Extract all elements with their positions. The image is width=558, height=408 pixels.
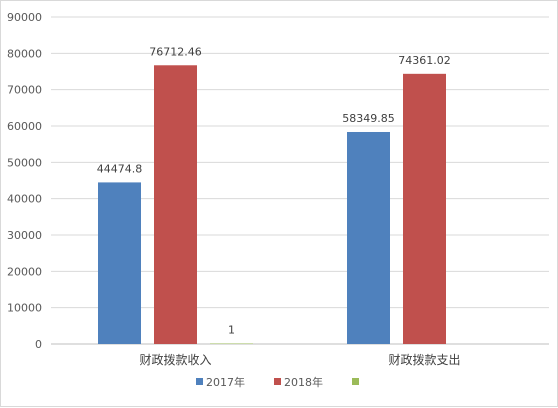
legend-swatch (196, 378, 203, 385)
legend-swatch (352, 378, 359, 385)
y-tick-label: 30000 (7, 229, 42, 242)
y-tick-label: 10000 (7, 302, 42, 315)
y-tick-label: 80000 (7, 47, 42, 60)
x-category-label: 财政拨款支出 (388, 353, 460, 367)
bar (403, 73, 446, 344)
y-tick-label: 70000 (7, 84, 42, 97)
legend-label: 2018年 (284, 375, 323, 389)
data-label: 58349.85 (342, 112, 395, 125)
data-label: 74361.02 (398, 54, 451, 67)
bar (154, 65, 197, 344)
y-tick-label: 50000 (7, 156, 42, 169)
bar (347, 131, 390, 344)
x-category-label: 财政拨款收入 (139, 353, 211, 367)
legend-swatch (274, 378, 281, 385)
data-label: 44474.8 (97, 162, 143, 175)
y-tick-label: 20000 (7, 265, 42, 278)
legend-label: 2017年 (206, 375, 245, 389)
data-label: 1 (228, 324, 235, 337)
y-tick-label: 40000 (7, 193, 42, 206)
y-tick-label: 0 (35, 338, 42, 351)
y-tick-label: 60000 (7, 120, 42, 133)
bar (98, 182, 141, 344)
data-label: 76712.46 (149, 45, 202, 58)
y-tick-label: 90000 (7, 11, 42, 24)
bar (210, 343, 253, 344)
